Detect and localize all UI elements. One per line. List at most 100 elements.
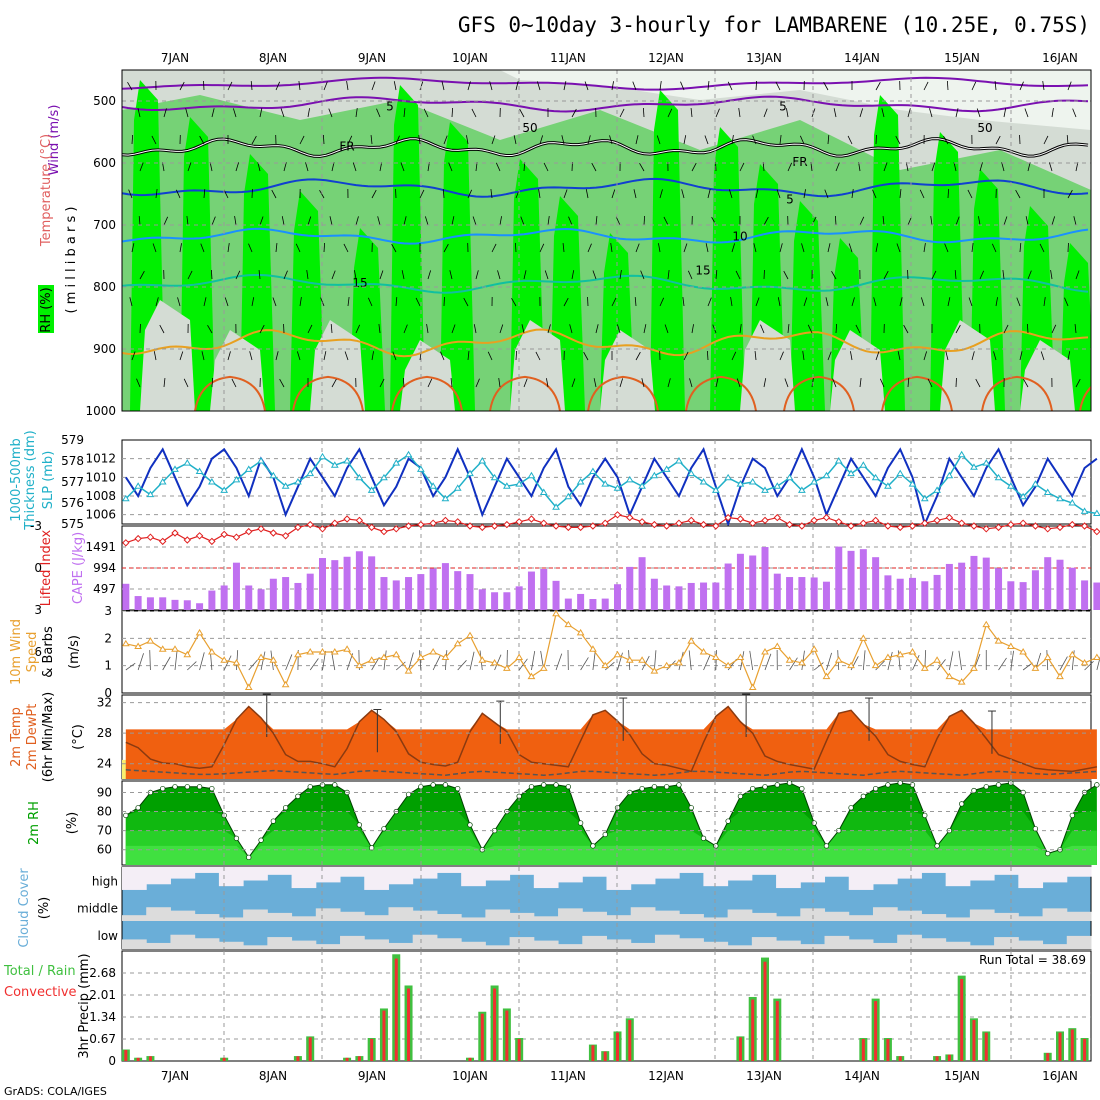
lifted-point: [257, 525, 265, 533]
wind10-point: [502, 664, 511, 671]
rh2m-point: [700, 835, 707, 841]
upper-wind-barb: [971, 351, 975, 361]
upper-wind-barb: [899, 189, 902, 199]
temp-25-contour: [1079, 385, 1091, 411]
cape-bar: [749, 555, 757, 610]
upper-wind-barb: [391, 243, 397, 253]
upper-wind-barb: [632, 81, 637, 91]
rh2m-point: [405, 791, 412, 798]
upper-wind-barb: [467, 189, 473, 199]
thickness-point: [920, 494, 929, 502]
lifted-point: [380, 527, 388, 536]
upper-wind-barb: [786, 108, 789, 118]
thickness-point: [994, 473, 1003, 481]
upper-wind-barb: [248, 243, 253, 253]
upper-wind-barb: [1051, 216, 1056, 226]
cloud-high-clear-block: [606, 867, 632, 890]
thickness-point: [1006, 482, 1015, 489]
cape-bar: [982, 557, 990, 610]
upper-wind-barb: [511, 298, 517, 307]
lifted-point: [503, 520, 511, 529]
thickness-point: [662, 465, 671, 472]
rh2m-point: [639, 785, 645, 792]
cape-bar: [921, 581, 929, 610]
rh-dry-low-patch: [140, 300, 195, 411]
lifted-point: [785, 520, 794, 529]
cloud-clear-block: [558, 908, 583, 921]
temp-20-contour: [122, 328, 1089, 358]
upper-wind-barb: [728, 189, 733, 199]
upper-wind-barb: [1075, 378, 1081, 388]
thickness-point: [957, 450, 966, 458]
cape-bar: [663, 585, 671, 610]
cloud-high-clear-block: [558, 867, 583, 883]
cloud-clear-block: [218, 941, 244, 949]
cloud-clear-block: [388, 942, 414, 949]
rh2m-point: [774, 782, 780, 788]
upper-wind-barb: [738, 108, 741, 118]
slp-tick-label: 1006: [85, 508, 116, 522]
cape-bar: [454, 571, 462, 610]
upper-wind-barb: [250, 80, 253, 91]
upper-wind-barb: [209, 162, 213, 172]
upper-wind-barb: [515, 350, 518, 361]
precip-tick-label: 0.67: [89, 1032, 116, 1046]
upper-wind-barb: [946, 80, 949, 91]
lifted-point: [564, 523, 573, 532]
rh2m-unit-label: (%): [65, 812, 80, 835]
upper-wind-barb: [200, 243, 205, 253]
upper-wind-barb: [322, 134, 325, 145]
temp-25-contour: [783, 375, 855, 411]
temp-series-line: [125, 705, 1098, 773]
precip-tick-label: 1.34: [89, 1010, 116, 1024]
rh2m-point: [860, 793, 866, 799]
upper-wind-barb: [203, 188, 206, 199]
wind-5-contour-upper: [122, 76, 1089, 91]
rh2m-tick-label: 80: [97, 805, 112, 819]
thickness-point: [773, 482, 782, 489]
upper-wind-barb: [931, 270, 937, 280]
upper-wind-barb: [927, 378, 933, 388]
cloud-high-clear-block: [1018, 867, 1044, 889]
lifted-point: [601, 519, 609, 527]
pressure-tick-label: 1000: [85, 404, 116, 418]
wind10-point: [552, 609, 560, 617]
cape-bar: [700, 582, 708, 610]
upper-wind-barb: [824, 189, 829, 199]
upper-wind-barb: [897, 351, 901, 361]
upper-wind-barb: [730, 297, 733, 307]
thickness-point: [539, 488, 548, 495]
upper-wind-barb: [779, 135, 782, 145]
pressure-tick-label: 900: [93, 342, 116, 356]
rh-moist-streak: [390, 85, 425, 411]
upper-wind-barb: [859, 378, 862, 388]
lifted-point: [355, 516, 364, 525]
cloud-high-clear-block: [218, 867, 244, 887]
cape-bar: [146, 597, 154, 610]
wind10-speed-label: Speed: [25, 632, 40, 673]
lifted-point: [220, 530, 228, 539]
upper-wind-barb: [306, 270, 309, 280]
wind10-point: [699, 648, 708, 655]
cape-bar: [540, 569, 548, 610]
cloud-clear-block: [1042, 944, 1068, 949]
upper-wind-barb: [875, 351, 880, 361]
rh-moist-streak: [870, 95, 905, 411]
thickness-point: [441, 494, 450, 502]
upper-wind-barb: [763, 216, 769, 226]
cloud-clear-block: [291, 940, 317, 949]
upper-wind-barb: [975, 378, 981, 388]
wind10-barb: [137, 653, 144, 671]
temp-25-contour: [194, 375, 266, 411]
lifted-point: [367, 523, 376, 532]
cloud-clear-block: [703, 917, 729, 921]
upper-wind-barb: [155, 297, 159, 307]
upper-wind-barb: [424, 216, 429, 226]
upper-wind-barb: [523, 270, 527, 280]
rh2m-point: [786, 780, 793, 786]
wind10-point: [183, 650, 192, 658]
upper-wind-barb: [344, 351, 349, 361]
freezing-contour-label: FR: [792, 155, 807, 169]
cloud-high-clear-block: [630, 867, 656, 885]
upper-wind-barb: [211, 108, 215, 118]
